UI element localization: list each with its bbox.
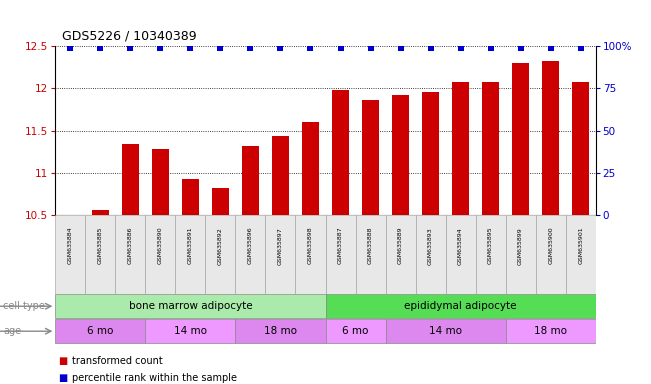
Text: GSM635901: GSM635901	[578, 227, 583, 265]
Text: transformed count: transformed count	[72, 356, 162, 366]
Text: 14 mo: 14 mo	[429, 326, 462, 336]
Bar	[206, 215, 236, 294]
Bar	[482, 83, 499, 215]
Bar	[236, 319, 326, 343]
Text: GSM635887: GSM635887	[338, 227, 343, 265]
Text: GSM635893: GSM635893	[428, 227, 433, 265]
Point	[125, 45, 135, 51]
Bar	[296, 215, 326, 294]
Bar	[536, 215, 566, 294]
Text: GSM635884: GSM635884	[68, 227, 73, 265]
Bar	[145, 319, 236, 343]
Text: GSM635898: GSM635898	[308, 227, 313, 265]
Bar	[115, 215, 145, 294]
Text: cell type: cell type	[3, 301, 45, 311]
Bar	[445, 215, 476, 294]
Bar	[326, 215, 355, 294]
Point	[305, 45, 316, 51]
Text: 14 mo: 14 mo	[174, 326, 207, 336]
Point	[95, 45, 105, 51]
Bar	[572, 83, 589, 215]
Text: bone marrow adipocyte: bone marrow adipocyte	[129, 301, 252, 311]
Bar	[182, 179, 199, 215]
Text: epididymal adipocyte: epididymal adipocyte	[404, 301, 517, 311]
Bar	[145, 215, 175, 294]
Point	[395, 45, 406, 51]
Text: ■: ■	[59, 356, 68, 366]
Text: age: age	[3, 326, 21, 336]
Text: 6 mo: 6 mo	[342, 326, 368, 336]
Bar	[122, 144, 139, 215]
Bar	[385, 215, 415, 294]
Bar	[55, 294, 325, 318]
Point	[186, 45, 196, 51]
Point	[335, 45, 346, 51]
Text: GDS5226 / 10340389: GDS5226 / 10340389	[62, 29, 197, 42]
Text: GSM635900: GSM635900	[548, 227, 553, 265]
Bar	[415, 215, 445, 294]
Bar	[302, 122, 319, 215]
Bar	[385, 319, 506, 343]
Text: GSM635894: GSM635894	[458, 227, 463, 265]
Bar	[55, 319, 145, 343]
Bar	[506, 319, 596, 343]
Point	[575, 45, 586, 51]
Text: 6 mo: 6 mo	[87, 326, 113, 336]
Bar	[242, 146, 258, 215]
Bar	[506, 215, 536, 294]
Point	[365, 45, 376, 51]
Bar	[266, 215, 296, 294]
Bar	[422, 92, 439, 215]
Text: percentile rank within the sample: percentile rank within the sample	[72, 373, 236, 383]
Bar	[212, 188, 229, 215]
Text: GSM635885: GSM635885	[98, 227, 103, 264]
Bar	[512, 63, 529, 215]
Bar	[452, 81, 469, 215]
Text: GSM635886: GSM635886	[128, 227, 133, 264]
Text: GSM635896: GSM635896	[248, 227, 253, 265]
Bar	[152, 149, 169, 215]
Bar	[362, 100, 379, 215]
Point	[425, 45, 436, 51]
Point	[215, 45, 226, 51]
Bar	[55, 215, 85, 294]
Text: GSM635889: GSM635889	[398, 227, 403, 265]
Text: GSM635888: GSM635888	[368, 227, 373, 264]
Point	[486, 45, 496, 51]
Text: GSM635899: GSM635899	[518, 227, 523, 265]
Text: 18 mo: 18 mo	[534, 326, 567, 336]
Bar	[326, 319, 385, 343]
Point	[275, 45, 286, 51]
Point	[155, 45, 165, 51]
Point	[456, 45, 466, 51]
Bar	[326, 294, 596, 318]
Bar	[272, 136, 289, 215]
Text: GSM635891: GSM635891	[188, 227, 193, 265]
Bar	[92, 210, 109, 215]
Text: GSM635892: GSM635892	[218, 227, 223, 265]
Text: GSM635890: GSM635890	[158, 227, 163, 265]
Bar	[393, 95, 409, 215]
Point	[245, 45, 256, 51]
Bar	[85, 215, 115, 294]
Bar	[236, 215, 266, 294]
Bar	[542, 61, 559, 215]
Bar	[355, 215, 385, 294]
Text: GSM635897: GSM635897	[278, 227, 283, 265]
Bar	[332, 90, 349, 215]
Bar	[566, 215, 596, 294]
Text: GSM635895: GSM635895	[488, 227, 493, 265]
Text: 18 mo: 18 mo	[264, 326, 297, 336]
Bar	[175, 215, 206, 294]
Text: ■: ■	[59, 373, 68, 383]
Point	[65, 45, 76, 51]
Point	[546, 45, 556, 51]
Point	[516, 45, 526, 51]
Bar	[476, 215, 506, 294]
